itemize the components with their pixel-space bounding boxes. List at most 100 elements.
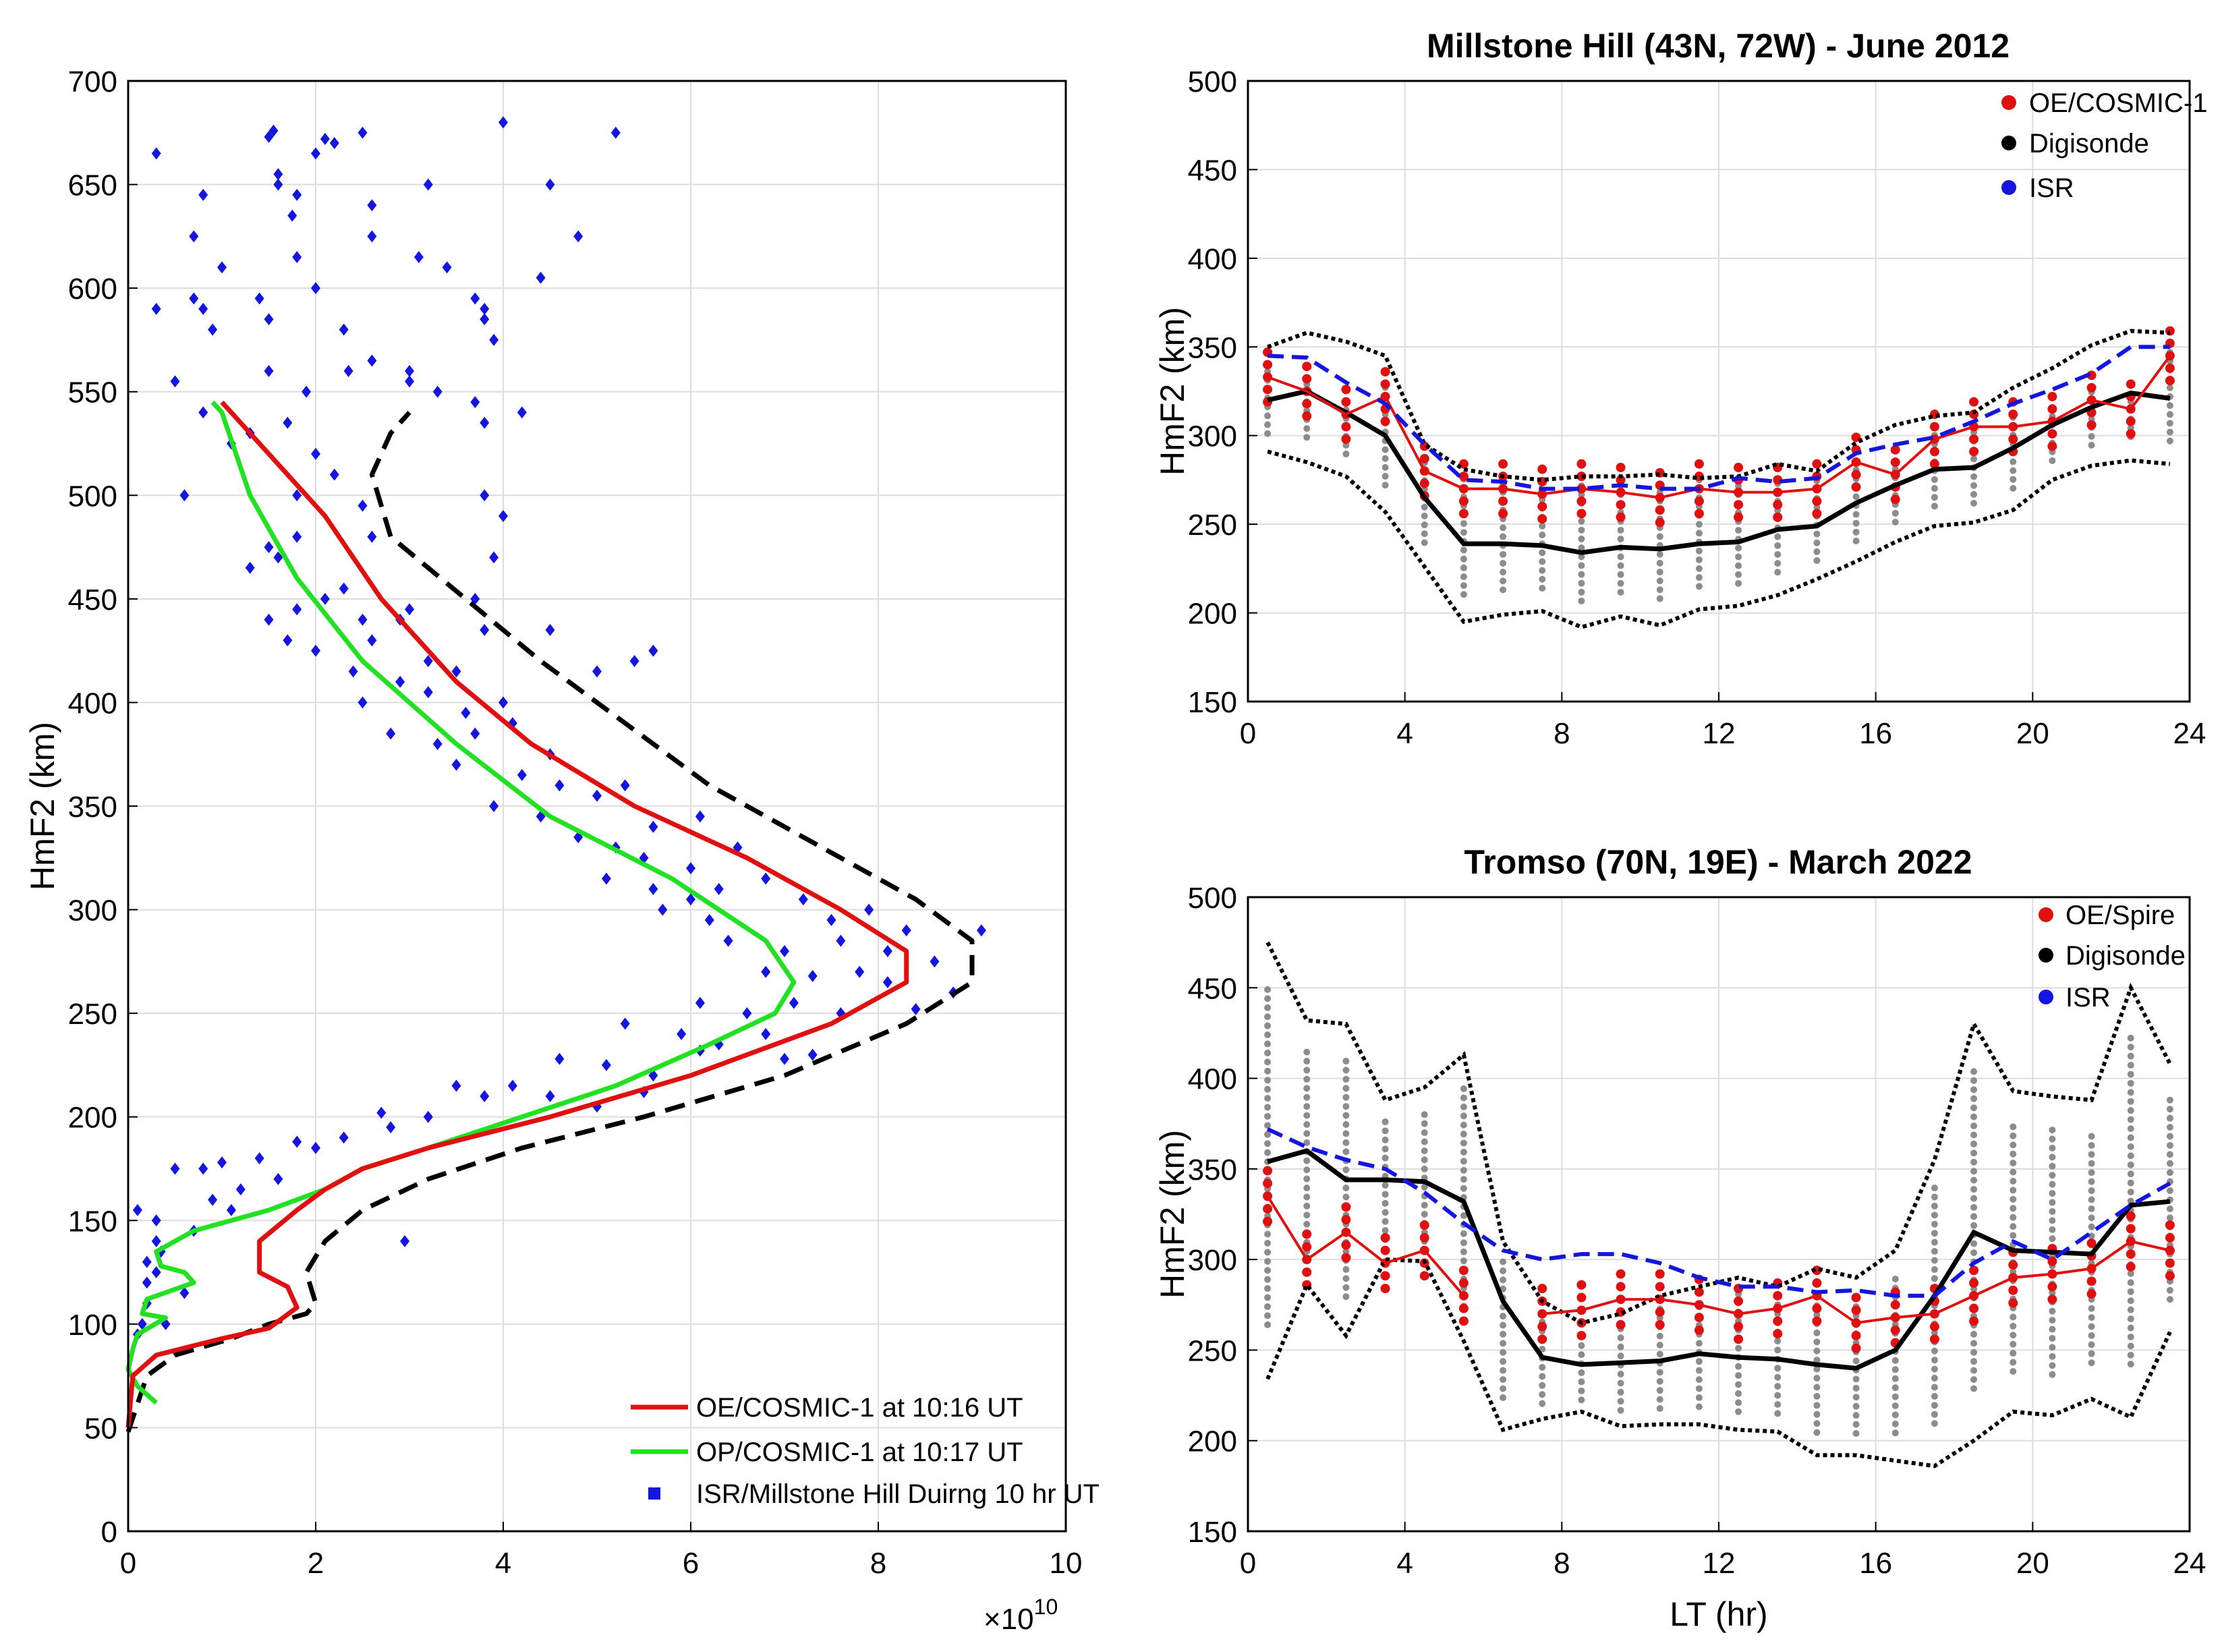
tromso-digisonde-sample-point bbox=[2010, 1322, 2017, 1330]
isr-scatter-point bbox=[507, 1079, 517, 1092]
tromso-digisonde-sample-point bbox=[1970, 1213, 1978, 1220]
profile-y-tick-label: 100 bbox=[68, 1309, 117, 1342]
isr-scatter-point bbox=[329, 137, 339, 150]
tromso-oe-sample-point bbox=[1419, 1232, 1429, 1243]
tromso-oe-sample-point bbox=[1341, 1253, 1351, 1263]
legend-oe-cosmic-label: OE/COSMIC-1 at 10:16 UT bbox=[696, 1393, 1023, 1423]
tromso-digisonde-sample-point bbox=[2010, 1359, 2017, 1366]
isr-scatter-point bbox=[442, 261, 452, 274]
millstone-oe-sample-point bbox=[1419, 453, 1429, 463]
millstone-plot-area bbox=[1263, 326, 2175, 629]
tromso-digisonde-sample-point bbox=[1303, 1175, 1311, 1183]
tromso-digisonde-sample-point bbox=[1303, 1066, 1311, 1074]
tromso-digisonde-sample-point bbox=[2049, 1371, 2056, 1378]
tromso-digisonde-sample-point bbox=[1342, 1275, 1350, 1282]
tromso-oe-sample-point bbox=[2126, 1261, 2136, 1272]
millstone-oe-sample-point bbox=[2047, 429, 2057, 439]
tromso-digisonde-sample-point bbox=[1264, 986, 1272, 993]
millstone-digisonde-sample-point bbox=[1852, 528, 1860, 536]
tromso-digisonde-sample-point bbox=[1500, 1376, 1507, 1384]
tromso-digisonde-sample-point bbox=[2010, 1232, 2017, 1239]
millstone-oe-sample-point bbox=[1537, 501, 1547, 511]
millstone-digisonde-sample-point bbox=[1381, 482, 1389, 489]
millstone-digisonde-sample-point bbox=[1421, 512, 1428, 519]
isr-scatter-point bbox=[137, 1317, 147, 1330]
tromso-digisonde-sample-point bbox=[2127, 1288, 2134, 1295]
millstone-digisonde-sample-point bbox=[1852, 493, 1860, 501]
millstone-oe-sample-point bbox=[1969, 434, 1979, 444]
tromso-digisonde-sample-point bbox=[1421, 1147, 1428, 1154]
tromso-digisonde-sample-point bbox=[2049, 1144, 2056, 1151]
isr-scatter-point bbox=[386, 727, 396, 740]
tromso-digisonde-sample-point bbox=[1264, 1149, 1272, 1156]
isr-scatter-point bbox=[414, 251, 424, 264]
millstone-digisonde-sample-point bbox=[1852, 519, 1860, 527]
tromso-digisonde-sample-point bbox=[1970, 1068, 1978, 1075]
tromso-digisonde-sample-point bbox=[1264, 1239, 1272, 1247]
tromso-digisonde-sample-point bbox=[1342, 1058, 1350, 1065]
tromso-digisonde-sample-point bbox=[2127, 1279, 2134, 1286]
profile-x-tick-label: 10 bbox=[1050, 1547, 1083, 1580]
tromso-digisonde-sample-point bbox=[2127, 1052, 2134, 1060]
tromso-digisonde-sample-point bbox=[1813, 1420, 1821, 1427]
millstone-oe-sample-point bbox=[1694, 496, 1704, 506]
tromso-x-axis-label: LT (hr) bbox=[1670, 1595, 1767, 1633]
isr-scatter-point bbox=[198, 302, 208, 315]
legend-op-cosmic-label: OP/COSMIC-1 at 10:17 UT bbox=[696, 1437, 1023, 1467]
tromso-y-tick-label: 300 bbox=[1188, 1244, 1237, 1277]
tromso-digisonde-sample-point bbox=[1421, 1129, 1428, 1137]
tromso-digisonde-sample-point bbox=[1342, 1193, 1350, 1201]
millstone-digisonde-sample-point bbox=[2166, 428, 2173, 436]
tromso-digisonde-sample-point bbox=[1342, 1085, 1350, 1092]
isr-scatter-point bbox=[704, 913, 714, 926]
tromso-oe-sample-point bbox=[1380, 1284, 1390, 1294]
tromso-oe-sample-point bbox=[1576, 1330, 1587, 1340]
tromso-digisonde-sample-point bbox=[1970, 1249, 1978, 1257]
tromso-digisonde-sample-point bbox=[1891, 1411, 1899, 1419]
tromso-digisonde-sample-point bbox=[1813, 1329, 1821, 1336]
millstone-digisonde-sample-point bbox=[1852, 511, 1860, 518]
tromso-digisonde-sample-point bbox=[1500, 1348, 1507, 1356]
millstone-oe-sample-point bbox=[1302, 399, 1312, 409]
millstone-legend-digisonde-label: Digisonde bbox=[2029, 129, 2149, 159]
millstone-oe-sample-point bbox=[2165, 363, 2175, 373]
tromso-oe-sample-point bbox=[1655, 1269, 1665, 1279]
tromso-digisonde-sample-point bbox=[1617, 1371, 1624, 1378]
tromso-digisonde-sample-point bbox=[2127, 1333, 2134, 1340]
millstone-digisonde-sample-point bbox=[1578, 553, 1585, 561]
tromso-digisonde-sample-point bbox=[1931, 1265, 1938, 1273]
isr-scatter-point bbox=[695, 996, 705, 1009]
isr-scatter-point bbox=[648, 820, 658, 833]
tromso-digisonde-sample-point bbox=[1264, 1104, 1272, 1111]
profile-y-axis-label: HmF2 (km) bbox=[24, 722, 61, 890]
isr-scatter-point bbox=[395, 675, 405, 688]
millstone-digisonde-sample-point bbox=[1539, 532, 1546, 539]
isr-scatter-point bbox=[761, 872, 771, 885]
millstone-oe-sample-point bbox=[1341, 434, 1351, 444]
tromso-digisonde-sample-point bbox=[1617, 1343, 1624, 1350]
tromso-oe-sample-point bbox=[1419, 1271, 1429, 1281]
millstone-digisonde-sample-point bbox=[1421, 530, 1428, 538]
tromso-oe-sample-point bbox=[1616, 1319, 1626, 1330]
tromso-digisonde-sample-point bbox=[1813, 1429, 1821, 1436]
isr-scatter-point bbox=[367, 230, 377, 243]
tromso-digisonde-sample-point bbox=[2127, 1170, 2134, 1178]
tromso-digisonde-sample-point bbox=[2049, 1207, 2056, 1215]
profile-y-tick-label: 350 bbox=[68, 791, 117, 824]
tromso-digisonde-sample-point bbox=[1342, 1121, 1350, 1129]
tromso-x-tick-label: 8 bbox=[1554, 1547, 1570, 1580]
millstone-digisonde-sample-point bbox=[1931, 494, 1938, 501]
tromso-oe-sample-point bbox=[2008, 1298, 2018, 1308]
millstone-y-tick-label: 200 bbox=[1188, 598, 1237, 631]
millstone-digisonde-sample-point bbox=[1381, 473, 1389, 480]
tromso-digisonde-sample-point bbox=[1970, 1222, 1978, 1229]
tromso-y-tick-label: 450 bbox=[1188, 972, 1237, 1005]
millstone-digisonde-sample-point bbox=[1656, 559, 1663, 567]
tromso-oe-sample-point bbox=[2126, 1211, 2136, 1221]
isr-scatter-point bbox=[601, 872, 611, 885]
millstone-oe-sample-point bbox=[1655, 517, 1665, 528]
millstone-digisonde-sample-point bbox=[1970, 473, 1978, 480]
tromso-digisonde-sample-point bbox=[1970, 1113, 1978, 1120]
tromso-digisonde-sample-point bbox=[1656, 1377, 1663, 1385]
tromso-digisonde-sample-point bbox=[1970, 1086, 1978, 1093]
